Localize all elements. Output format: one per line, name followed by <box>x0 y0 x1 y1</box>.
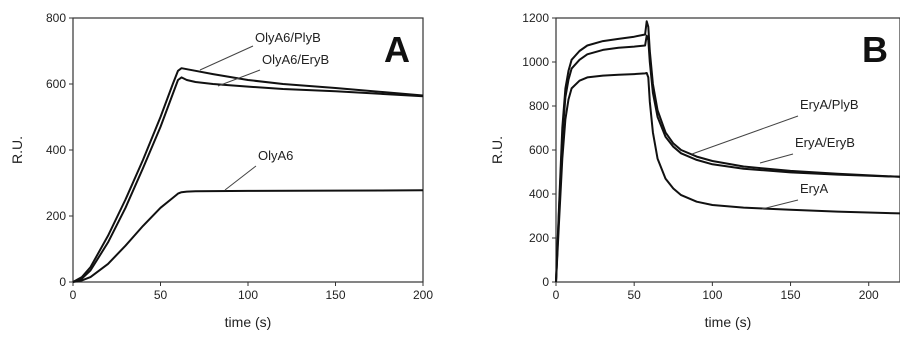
series-line-erya-eryb <box>555 34 900 283</box>
series-line-olya6-plyb <box>72 67 424 283</box>
series-label-leader <box>691 115 799 155</box>
x-axis-label: time (s) <box>705 314 752 330</box>
series-label-leader <box>224 165 257 191</box>
series-label: OlyA6/EryB <box>262 52 329 67</box>
y-axis-label: R.U. <box>9 136 25 164</box>
series-line-olya6-eryb <box>72 76 424 283</box>
y-tick-label: 0 <box>542 275 549 289</box>
chart-panel-b: 0 50 100 150 200 0 200 400 600 800 1000 1200 time (s… <box>489 11 900 330</box>
series-label-leader <box>199 45 254 71</box>
y-axis-label: R.U. <box>489 136 505 164</box>
y-tick-label: 800 <box>529 99 549 113</box>
x-tick-label: 50 <box>628 288 642 302</box>
x-tick-label: 50 <box>154 288 168 302</box>
y-tick-label: 400 <box>46 143 66 157</box>
series-label: EryA <box>800 181 829 196</box>
plot-frame <box>555 17 900 283</box>
y-tick-label: 600 <box>46 77 66 91</box>
x-tick-label: 100 <box>238 288 258 302</box>
series-label: EryA/PlyB <box>800 97 859 112</box>
panel-letter: A <box>384 29 410 70</box>
series-label: OlyA6 <box>258 148 293 163</box>
y-tick-label: 200 <box>529 231 549 245</box>
x-tick-label: 150 <box>325 288 345 302</box>
x-tick-label: 200 <box>413 288 433 302</box>
series-line-erya-plyb <box>555 20 900 283</box>
series-line-erya <box>555 72 900 283</box>
series-label-leader <box>759 153 794 164</box>
series-label-leader <box>761 199 799 210</box>
x-tick-label: 0 <box>553 288 560 302</box>
y-tick-label: 200 <box>46 209 66 223</box>
y-tick-label: 400 <box>529 187 549 201</box>
chart-panel-a: 0 50 100 150 200 0 200 400 600 800 time (s) R.U. Oly… <box>9 11 433 330</box>
y-tick-label: 0 <box>59 275 66 289</box>
series-label: OlyA6/PlyB <box>255 30 321 45</box>
x-tick-label: 150 <box>781 288 801 302</box>
series-label-leader <box>217 69 261 87</box>
x-tick-label: 0 <box>70 288 77 302</box>
plot-frame <box>72 17 424 283</box>
series-line-olya6 <box>72 189 424 283</box>
x-axis-label: time (s) <box>225 314 272 330</box>
series-label: EryA/EryB <box>795 135 855 150</box>
y-tick-label: 1200 <box>522 11 549 25</box>
y-tick-label: 600 <box>529 143 549 157</box>
y-tick-label: 1000 <box>522 55 549 69</box>
y-tick-label: 800 <box>46 11 66 25</box>
panel-letter: B <box>862 29 888 70</box>
x-tick-label: 100 <box>702 288 722 302</box>
x-tick-label: 200 <box>859 288 879 302</box>
